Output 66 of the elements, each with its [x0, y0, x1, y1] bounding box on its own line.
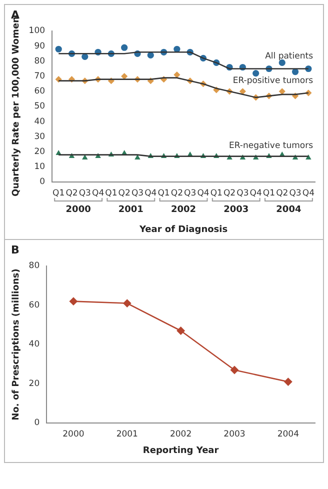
text: 2000	[66, 204, 91, 215]
x-tick-label: Q4	[302, 188, 314, 198]
x-tick-label: Q1	[262, 188, 276, 198]
x-tick-label: Q3	[131, 188, 144, 198]
point	[278, 88, 286, 95]
y-tick-label: 30	[34, 132, 46, 142]
point	[239, 88, 246, 95]
x-tick-label: Q1	[158, 188, 170, 198]
text: 2001	[118, 204, 144, 215]
x-tick-label: Q3	[78, 188, 91, 198]
y-tick-label: 0	[40, 177, 46, 188]
y-tick-label: 50	[34, 102, 46, 112]
series-label: All patients	[265, 52, 314, 62]
x-tick-label: Q2	[66, 188, 78, 198]
point	[252, 70, 260, 77]
x-tick-label: Q4	[144, 188, 157, 198]
text: 2003	[224, 204, 249, 215]
point	[123, 299, 132, 308]
point	[55, 46, 62, 52]
x-tick-label: Q4	[92, 188, 104, 198]
point	[121, 44, 128, 51]
x-axis-title: Year of Diagnosis	[138, 224, 228, 235]
x-tick-label: Q1	[210, 188, 222, 198]
x-tick-label: Q1	[52, 188, 65, 198]
point	[70, 297, 78, 306]
series-label: ER-positive tumors	[232, 76, 314, 86]
y-tick-label: 10	[34, 162, 46, 172]
y-tick-label: 60	[34, 86, 46, 97]
series-label: ER-negative tumors	[229, 140, 314, 151]
y-tick-label: 40	[28, 340, 40, 350]
y-tick-label: 40	[34, 116, 46, 127]
point	[174, 71, 180, 78]
x-tick-label: 2002	[170, 429, 192, 440]
text: 2002	[170, 204, 196, 215]
y-tick-label: 20	[28, 378, 40, 389]
y-tick-label: 90	[34, 41, 46, 52]
x-tick-label: Q2	[223, 188, 236, 198]
point	[284, 378, 292, 386]
text: B	[11, 243, 20, 256]
point	[176, 326, 185, 335]
point	[121, 73, 128, 80]
x-tick-label: Q4	[250, 188, 262, 198]
y-axis-title: No. of Prescriptions (millions)	[12, 268, 22, 420]
y-tick-label: 20	[34, 147, 46, 158]
x-axis-title: Reporting Year	[142, 446, 220, 456]
x-tick-label: Q2	[276, 188, 288, 198]
y-tick-label: 80	[34, 56, 46, 66]
x-tick-label: 2001	[116, 429, 138, 440]
point	[230, 366, 238, 374]
y-tick-label: 70	[34, 72, 46, 82]
x-tick-label: Q1	[105, 188, 118, 198]
x-tick-label: 2004	[277, 429, 299, 440]
x-tick-label: Q3	[289, 188, 302, 198]
x-tick-label: 2003	[224, 429, 246, 440]
y-tick-label: 60	[28, 300, 40, 310]
x-tick-label: 2000	[62, 429, 84, 440]
y-tick-label: 0	[34, 418, 40, 428]
y-tick-label: 100	[28, 26, 46, 36]
x-tick-label: Q4	[197, 188, 210, 198]
y-tick-label: 80	[28, 261, 40, 272]
x-tick-label: Q2	[118, 188, 130, 198]
x-tick-label: Q2	[170, 188, 183, 198]
x-tick-label: Q3	[236, 188, 249, 198]
x-tick-label: Q3	[184, 188, 196, 198]
text: 2004	[276, 204, 302, 215]
point	[292, 68, 299, 76]
